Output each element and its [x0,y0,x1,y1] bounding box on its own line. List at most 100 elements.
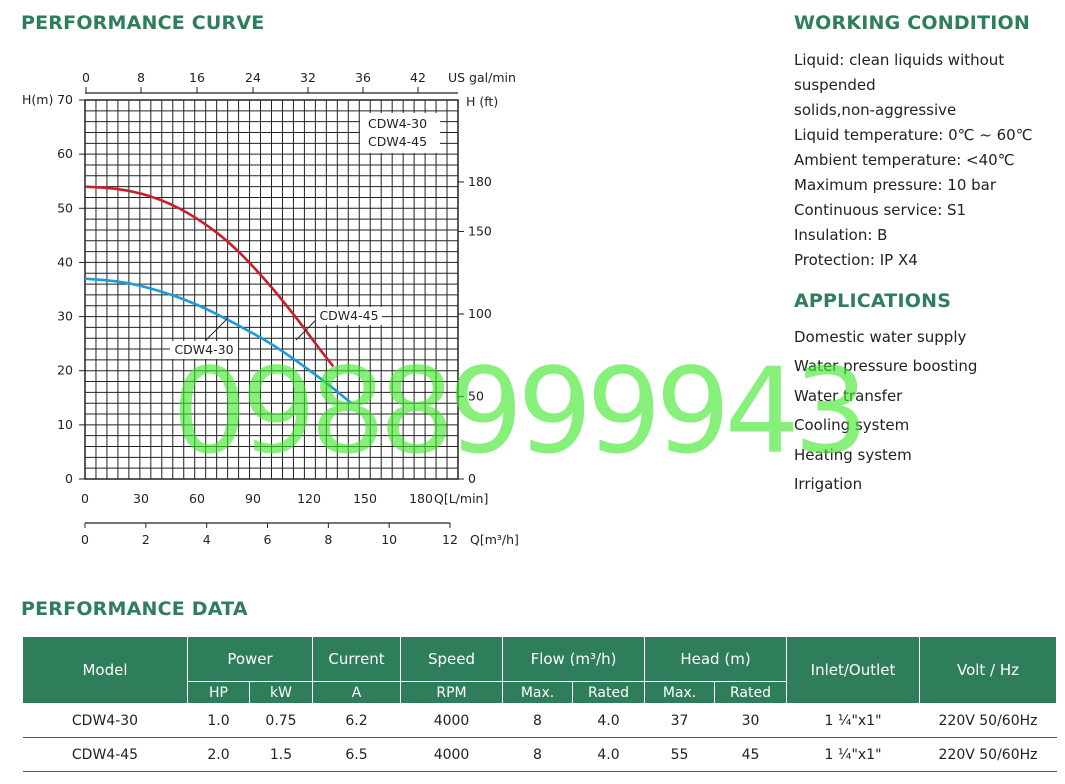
applications-list: Domestic water supply Water pressure boo… [794,323,1059,499]
working-condition-list: Liquid: clean liquids without suspended … [794,48,1059,273]
m3h-tick-label: 2 [142,532,150,547]
application-item: Irrigation [794,475,863,494]
table-cell: 30 [714,703,787,738]
table-cell: 8 [502,703,573,738]
leader-cdw4-30 [204,317,229,342]
legend-bg [360,113,440,153]
leader-cdw4-45 [295,317,319,341]
table-cell: 6.2 [312,703,401,738]
table-cell: 4.0 [572,703,645,738]
x-tick-label: 180 [409,491,433,506]
y-tick-label: 70 [57,92,73,107]
x-tick-label: 0 [81,491,89,506]
x-tick-label: 60 [189,491,205,506]
usgal-tick-label: 36 [355,70,371,85]
working-condition-line: Liquid temperature: 0℃ ~ 60℃ [794,126,1033,144]
table-row: CDW4-30 1.0 0.75 6.2 4000 8 4.0 37 30 1 … [22,703,1057,738]
series-line-cdw4-30 [84,277,353,405]
subheader-head-max: Max. [644,681,716,704]
chart-axes [79,87,464,528]
table-cell: 2.0 [187,737,250,772]
table-cell: 4000 [400,737,503,772]
usgal-tick-label: 42 [410,70,426,85]
subheader-flow-rated: Rated [572,681,646,704]
subheader-flow-max: Max. [502,681,574,704]
y-tick-label: 60 [57,146,73,161]
m3h-tick-label: 10 [381,532,397,547]
performance-data-table: Model Power Current Speed Flow (m³/h) He… [22,636,1058,772]
table-cell: 1.5 [249,737,313,772]
working-condition-line: Maximum pressure: 10 bar [794,176,997,194]
table-cell: 220V 50/60Hz [919,703,1057,738]
usgal-tick-label: 8 [137,70,145,85]
y-tick-label: 10 [57,417,73,432]
m3h-axis-label: Q[m³/h] [470,532,519,547]
x-axis-label: Q[L/min] [434,491,488,506]
table-cell: 37 [644,703,715,738]
header-model: Model [22,636,188,704]
y-ft-tick-label: 150 [468,223,492,238]
y-axis-label: H(m) [22,92,53,107]
legend-entry: CDW4-30 [368,116,427,131]
legend-entry: CDW4-45 [368,134,427,149]
m3h-tick-label: 0 [81,532,89,547]
y-tick-label: 0 [65,471,73,486]
working-condition-line: Ambient temperature: <40℃ [794,151,1015,169]
working-condition-title: WORKING CONDITION [794,12,1030,34]
application-item: Cooling system [794,416,910,435]
label-cdw4-30: CDW4-30 [174,342,233,357]
application-item: Domestic water supply [794,328,967,346]
subheader-a: A [312,681,402,704]
y-tick-label: 20 [57,363,73,378]
chart-grid [84,99,459,480]
subheader-hp: HP [187,681,250,704]
y-tick-label: 30 [57,309,73,324]
x-tick-label: 150 [353,491,377,506]
application-item: Heating system [794,445,912,464]
y-ft-axis-label: H (ft) [466,94,498,109]
chart-series [84,185,353,405]
table-cell: CDW4-30 [22,703,188,738]
working-condition-line: Continuous service: S1 [794,201,967,219]
working-condition-line: Protection: IP X4 [794,251,918,269]
performance-curve-title: PERFORMANCE CURVE [21,12,265,34]
header-power: Power [186,636,314,682]
usgal-tick-label: 32 [300,70,316,85]
m3h-tick-label: 4 [203,532,211,547]
plot-frame [84,99,459,480]
table-cell: CDW4-45 [22,737,188,772]
performance-data-title: PERFORMANCE DATA [21,598,248,620]
y-ft-tick-label: 0 [468,471,476,486]
subheader-head-rated: Rated [714,681,788,704]
header-head: Head (m) [644,636,788,682]
y-ft-tick-label: 180 [468,174,492,189]
working-condition-line: suspended [794,76,876,94]
m3h-tick-label: 6 [264,532,272,547]
application-item: Water transfer [794,386,903,405]
chart-labels: CDW4-45 CDW4-30 CDW4-30 CDW4-45 [170,113,440,359]
application-item: Water pressure boosting [794,357,978,376]
usgal-tick-label: 24 [245,70,261,85]
table-cell: 0.75 [249,703,313,738]
y-ft-tick-label: 100 [468,306,492,321]
usgal-tick-label: 16 [189,70,205,85]
working-condition-line: solids,non-aggressive [794,101,957,119]
x-tick-label: 120 [297,491,321,506]
label-cdw4-45: CDW4-45 [319,308,378,323]
m3h-tick-label: 8 [324,532,332,547]
table-cell: 6.5 [312,737,401,772]
working-condition-line: Insulation: B [794,226,888,244]
table-cell: 1 ¼"x1" [786,703,920,738]
x-tick-label: 90 [245,491,261,506]
working-condition-line: Liquid: clean liquids without [794,51,1005,69]
usgal-axis-label: US gal/min [448,70,516,85]
m3h-tick-label: 12 [442,532,458,547]
table-cell: 1 ¼"x1" [786,737,920,772]
header-speed: Speed [400,636,504,682]
table-cell: 4000 [400,703,503,738]
subheader-kw: kW [248,681,314,704]
table-cell: 220V 50/60Hz [919,737,1057,772]
table-cell: 4.0 [572,737,645,772]
y-tick-label: 50 [57,200,73,215]
